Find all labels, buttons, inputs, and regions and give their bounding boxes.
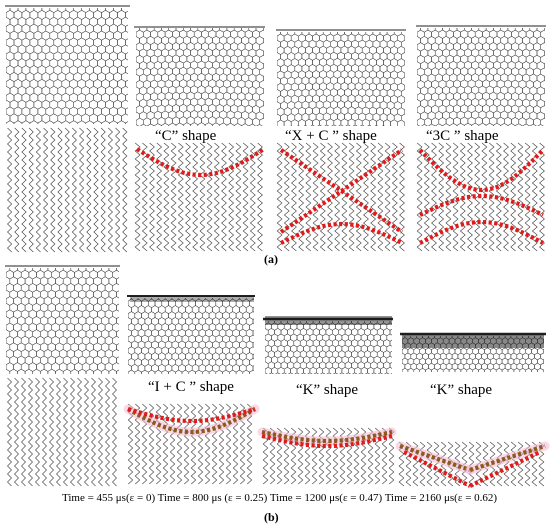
shear-band xyxy=(280,221,403,245)
densified-layer xyxy=(130,296,254,302)
shear-band xyxy=(418,148,545,193)
shape-label-x-plus-c: “X + C ” shape xyxy=(285,128,377,144)
densified-layer xyxy=(402,334,544,348)
densified-layer xyxy=(265,316,392,325)
shape-label-k-2: “K” shape xyxy=(430,382,493,398)
shear-band xyxy=(261,429,393,444)
honeycomb-lattice xyxy=(6,8,128,124)
time-row: Time = 455 μs(ε = 0) Time = 800 μs (ε = … xyxy=(62,492,498,504)
zigzag-struts xyxy=(262,427,395,485)
shear-band xyxy=(127,406,256,424)
shear-band xyxy=(419,193,544,217)
shape-label-3c: “3C ” shape xyxy=(426,128,499,144)
shear-band xyxy=(126,407,257,435)
shear-band xyxy=(469,450,541,488)
honeycomb-lattice xyxy=(265,321,392,374)
shear-band xyxy=(279,148,404,234)
lattice-panels xyxy=(5,5,546,487)
shear-band xyxy=(403,450,471,488)
honeycomb-lattice xyxy=(128,298,254,374)
honeycomb-lattice xyxy=(417,28,545,126)
honeycomb-lattice xyxy=(136,28,264,126)
honeycomb-lattice xyxy=(6,268,119,374)
panel-a-label: (a) xyxy=(264,252,278,266)
deformation-bands xyxy=(123,147,550,488)
zigzag-struts xyxy=(127,403,253,485)
zigzag-struts xyxy=(134,142,263,252)
shape-label-c: “C” shape xyxy=(155,128,217,144)
shear-band xyxy=(419,219,544,245)
shear-band xyxy=(469,443,546,473)
shear-band xyxy=(399,444,471,472)
zigzag-struts xyxy=(7,377,117,487)
shape-label-i-plus-c: “I + C ” shape xyxy=(148,379,234,395)
shear-band xyxy=(135,147,266,178)
shape-label-k-1: “K” shape xyxy=(296,382,359,398)
panel-b-label: (b) xyxy=(264,510,279,524)
zigzag-struts xyxy=(7,127,128,253)
honeycomb-lattice xyxy=(277,32,405,126)
